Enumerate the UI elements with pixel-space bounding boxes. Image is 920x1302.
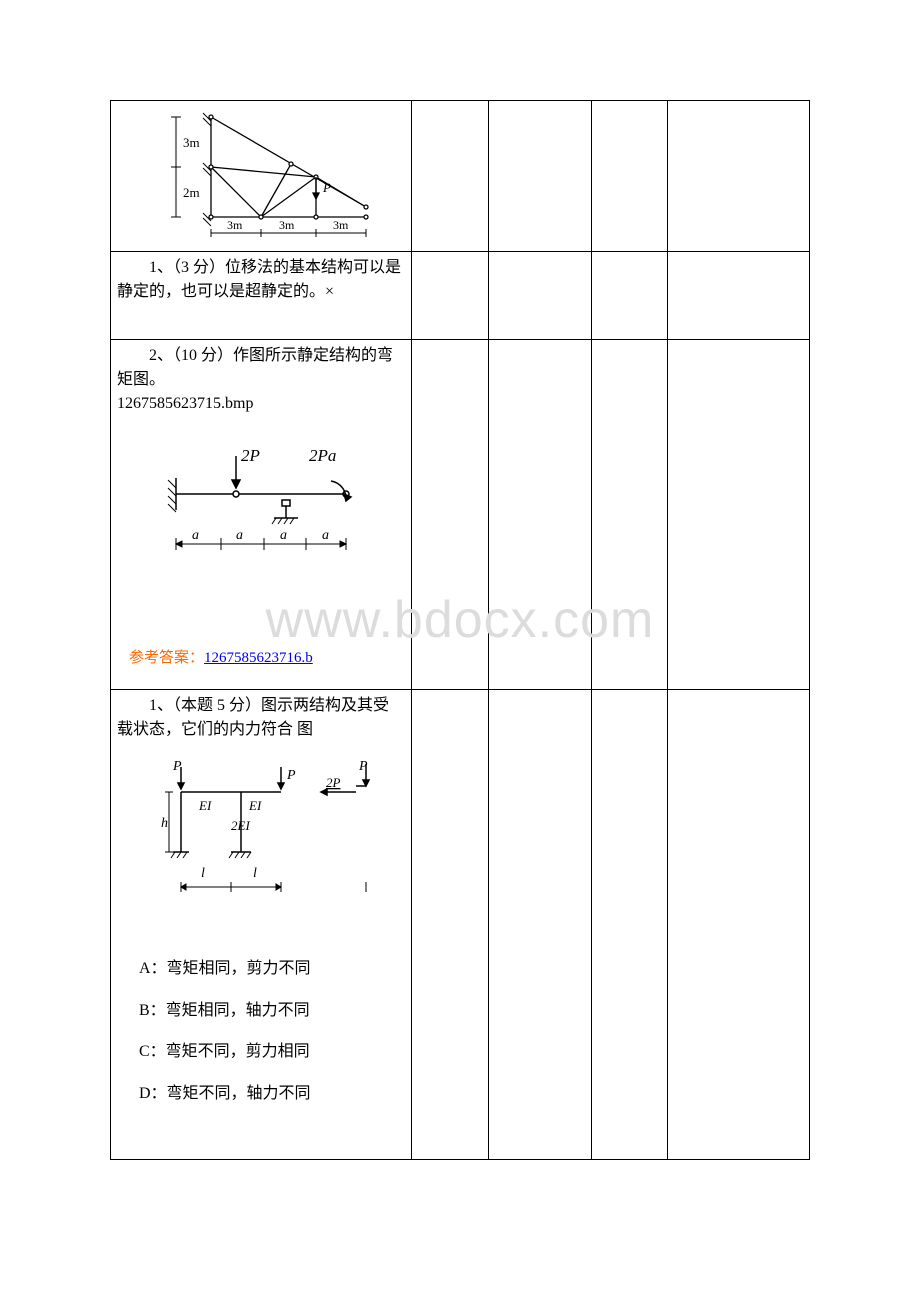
l-label-1: l: [201, 866, 205, 881]
dim-3m-v: 3m: [183, 135, 200, 150]
dim-a-1: a: [192, 528, 199, 543]
dim-a-2: a: [236, 528, 243, 543]
question-2-filename: 1267585623715.bmp: [117, 392, 405, 416]
dim-a-3: a: [280, 528, 287, 543]
force-2p-label: 2P: [241, 446, 260, 465]
dim-3m-2: 3m: [279, 218, 295, 232]
twop-label: 2P: [326, 775, 341, 790]
answer-link[interactable]: 1267585623716.b: [204, 650, 313, 666]
p-label-3: P: [358, 759, 368, 774]
main-table: 3m 2m P 3m 3m 3m: [110, 100, 810, 1160]
option-a: A：弯矩相同，剪力不同: [139, 948, 411, 990]
force-p-label: P: [322, 180, 331, 195]
question-3-text: 1、（本题 5 分）图示两结构及其受载状态，它们的内力符合 图: [117, 694, 405, 742]
option-b: B：弯矩相同，轴力不同: [139, 990, 411, 1032]
l-label-2: l: [253, 866, 257, 881]
table-row: 1、（本题 5 分）图示两结构及其受载状态，它们的内力符合 图: [111, 690, 810, 1160]
frame-diagram: P P P 2P EI EI 2EI h: [111, 746, 411, 918]
dim-2m-v: 2m: [183, 185, 200, 200]
twoei-label: 2EI: [231, 818, 250, 833]
p-label-1: P: [172, 759, 182, 774]
option-c: C：弯矩不同，剪力相同: [139, 1031, 411, 1073]
option-d: D：弯矩不同，轴力不同: [139, 1073, 411, 1115]
question-2-text: 2、（10 分）作图所示静定结构的弯矩图。: [117, 344, 405, 392]
table-row: 3m 2m P 3m 3m 3m: [111, 101, 810, 252]
ei-label-1: EI: [198, 798, 212, 813]
truss-diagram: 3m 2m P 3m 3m 3m: [111, 101, 411, 251]
table-row: 2、（10 分）作图所示静定结构的弯矩图。 1267585623715.bmp: [111, 340, 810, 690]
question-1-text: 1、（3 分）位移法的基本结构可以是静定的，也可以是超静定的。×: [111, 252, 411, 308]
dim-3m-3: 3m: [333, 218, 349, 232]
table-row: 1、（3 分）位移法的基本结构可以是静定的，也可以是超静定的。×: [111, 252, 810, 340]
beam-diagram: 2P 2Pa a: [111, 420, 411, 572]
answer-label: 参考答案：: [129, 650, 204, 666]
moment-2pa-label: 2Pa: [309, 446, 336, 465]
p-label-2: P: [286, 768, 296, 783]
dim-a-4: a: [322, 528, 329, 543]
dim-3m-1: 3m: [227, 218, 243, 232]
h-label: h: [161, 816, 168, 831]
ei-label-2: EI: [248, 798, 262, 813]
page: 3m 2m P 3m 3m 3m: [0, 0, 920, 1200]
